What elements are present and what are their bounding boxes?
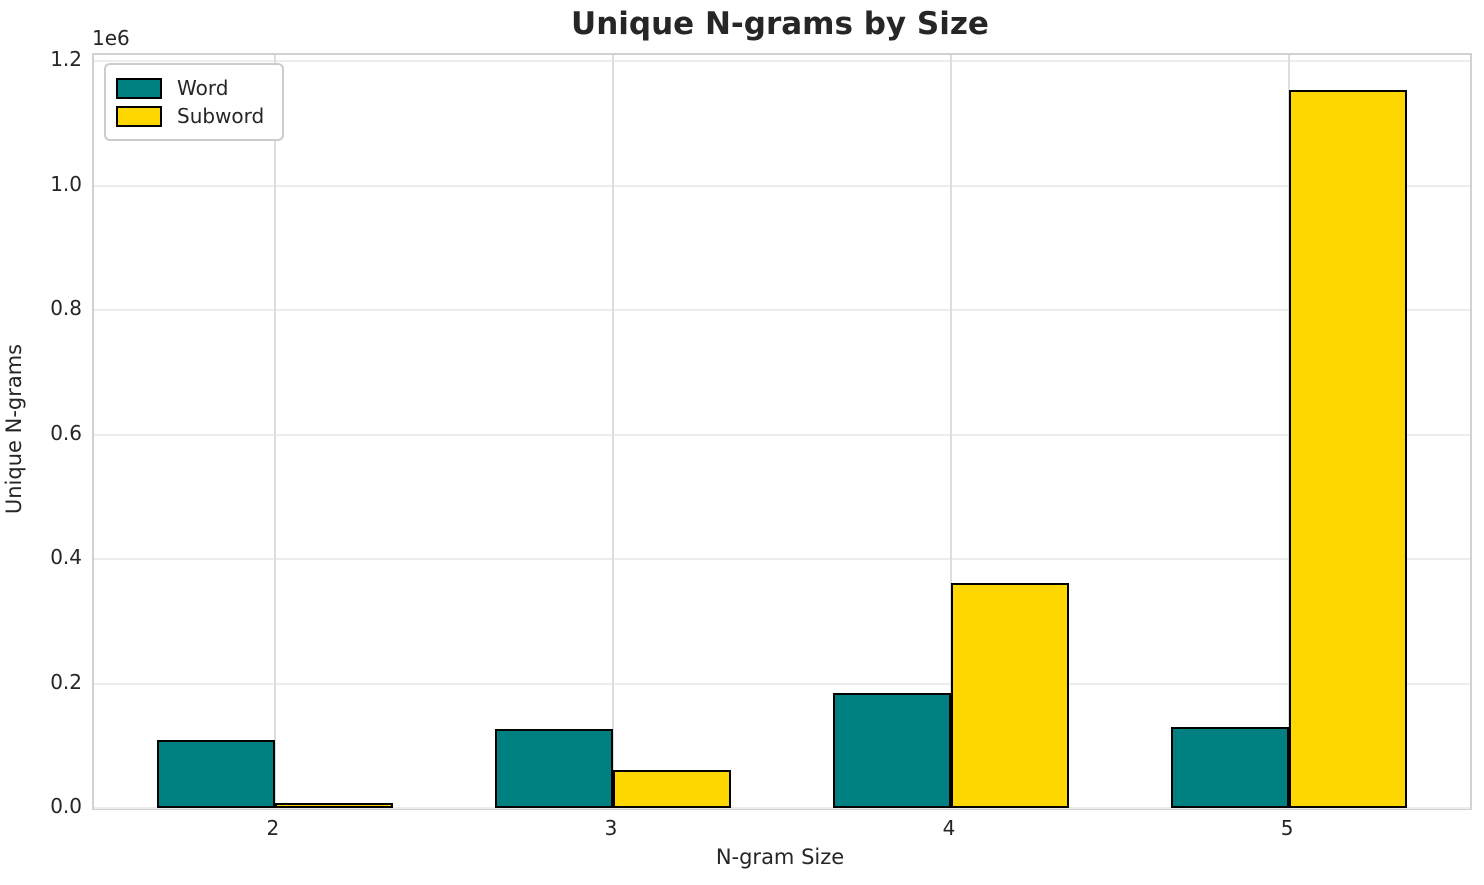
- gridline-x-3: [611, 55, 614, 808]
- gridline-x-2: [273, 55, 276, 808]
- ytick-0.0: 0.0: [50, 794, 82, 818]
- legend-label-subword: Subword: [177, 104, 265, 128]
- legend-swatch-word: [116, 77, 162, 99]
- bar-word-4: [832, 692, 952, 808]
- ytick-0.6: 0.6: [50, 420, 82, 445]
- y-axis-offset-label: 1e6: [92, 26, 130, 50]
- gridline-x-4: [950, 55, 953, 808]
- ytick-1.2: 1.2: [50, 47, 82, 72]
- ytick-0.2: 0.2: [50, 669, 82, 694]
- xtick-3: 3: [604, 816, 618, 840]
- gridline-y-0.2: [94, 682, 1470, 685]
- xtick-4: 4: [942, 816, 956, 840]
- legend: Word Subword: [104, 63, 285, 141]
- bar-subword-4: [951, 582, 1070, 808]
- xtick-5: 5: [1280, 816, 1294, 840]
- chart-title: Unique N-grams by Size: [571, 6, 989, 42]
- gridline-y-0.6: [94, 433, 1470, 436]
- bar-word-3: [494, 728, 613, 808]
- gridline-y-0.4: [94, 558, 1470, 561]
- legend-label-word: Word: [177, 76, 229, 100]
- legend-item-word: Word: [116, 76, 264, 100]
- bar-word-2: [156, 740, 275, 808]
- gridline-y-0.0: [94, 807, 1470, 809]
- ytick-1.0: 1.0: [50, 171, 82, 196]
- xtick-2: 2: [266, 816, 280, 840]
- gridline-y-1.0: [94, 184, 1470, 187]
- plot-area: Word Subword: [92, 53, 1472, 810]
- bar-word-5: [1170, 727, 1290, 808]
- legend-item-subword: Subword: [116, 104, 264, 128]
- gridline-y-1.2: [94, 60, 1470, 63]
- ytick-0.8: 0.8: [50, 296, 82, 321]
- x-axis-label: N-gram Size: [715, 845, 845, 869]
- legend-swatch-subword: [116, 105, 162, 127]
- bar-subword-3: [612, 770, 732, 808]
- bar-subword-5: [1289, 90, 1408, 808]
- bar-subword-2: [274, 803, 394, 808]
- gridline-y-0.8: [94, 309, 1470, 312]
- ytick-0.4: 0.4: [50, 545, 82, 570]
